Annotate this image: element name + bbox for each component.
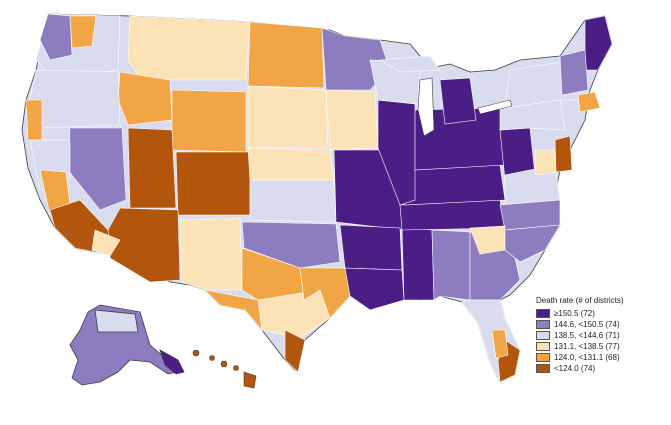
arizona — [107, 207, 181, 283]
oklahoma — [241, 221, 341, 269]
colorado — [175, 151, 251, 216]
oregon-coast — [25, 99, 43, 141]
delmarva — [534, 149, 557, 176]
san-diego-area — [91, 229, 121, 257]
louisiana — [344, 267, 405, 311]
new-jersey — [554, 135, 573, 173]
hawaii-island-4 — [233, 365, 239, 371]
alaska-southeast — [159, 349, 185, 375]
vermont-nh — [559, 49, 589, 96]
mississippi — [401, 227, 435, 301]
legend-rows: ≥150.5 (72) 144.6, <150.5 (74) 138.5, <144… — [536, 308, 668, 374]
legend-label: <124.0 (74) — [554, 364, 596, 373]
legend-swatch — [536, 342, 550, 351]
new-england-coast — [577, 91, 601, 113]
legend-item: 131.1, <138.5 (77) — [536, 341, 668, 352]
idaho-wyoming — [117, 71, 173, 126]
michigan-upper — [379, 55, 441, 73]
arkansas — [339, 224, 403, 271]
alaska-north — [94, 309, 139, 333]
legend-title: Death rate (# of districts) — [536, 296, 624, 305]
hawaii-island-1 — [192, 349, 200, 357]
kansas — [249, 179, 337, 223]
nebraska — [247, 147, 335, 181]
seattle-area — [69, 15, 97, 49]
south-dakota — [247, 85, 329, 149]
south-carolina — [504, 224, 561, 263]
texas-west — [204, 289, 263, 331]
new-mexico — [179, 217, 243, 291]
iowa — [325, 89, 379, 151]
alaska — [69, 304, 185, 386]
maine-region — [584, 15, 613, 71]
hawaii-big-island — [243, 371, 257, 389]
michigan-lower — [439, 77, 477, 125]
hawaii — [192, 349, 257, 389]
west-regions — [25, 13, 329, 291]
legend-item: <124.0 (74) — [536, 363, 668, 374]
hawaii-island-3 — [220, 360, 228, 368]
lake-erie — [477, 99, 513, 115]
legend-label: 144.6, <150.5 (74) — [554, 320, 620, 329]
lake-michigan — [417, 77, 435, 137]
legend-label: 138.5, <144.6 (71) — [554, 331, 620, 340]
wyoming — [171, 89, 247, 153]
legend-item: ≥150.5 (72) — [536, 308, 668, 319]
legend-label: 124.0, <131.1 (68) — [554, 353, 620, 362]
hawaii-island-2 — [209, 355, 215, 361]
florida-west-coast — [491, 329, 509, 359]
legend-swatch — [536, 364, 550, 373]
legend-item: 144.6, <150.5 (74) — [536, 319, 668, 330]
legend-swatch — [536, 331, 550, 340]
kentucky — [403, 164, 506, 206]
utah — [127, 127, 177, 209]
legend-label: 131.1, <138.5 (77) — [554, 342, 620, 351]
legend-swatch — [536, 309, 550, 318]
washington-coast — [39, 13, 73, 61]
great-lakes — [417, 77, 513, 137]
legend-swatch — [536, 353, 550, 362]
north-dakota — [247, 21, 325, 89]
legend-item: 124.0, <131.1 (68) — [536, 352, 668, 363]
alabama — [431, 229, 471, 301]
montana — [127, 15, 251, 81]
plains-regions — [204, 27, 391, 373]
central-east-regions — [333, 15, 613, 383]
north-carolina — [499, 199, 561, 231]
map-legend: Death rate (# of districts) ≥150.5 (72) 1… — [536, 296, 668, 374]
legend-item: 138.5, <144.6 (71) — [536, 330, 668, 341]
legend-swatch — [536, 320, 550, 329]
legend-label: ≥150.5 (72) — [554, 309, 595, 318]
texas-south — [284, 329, 306, 373]
